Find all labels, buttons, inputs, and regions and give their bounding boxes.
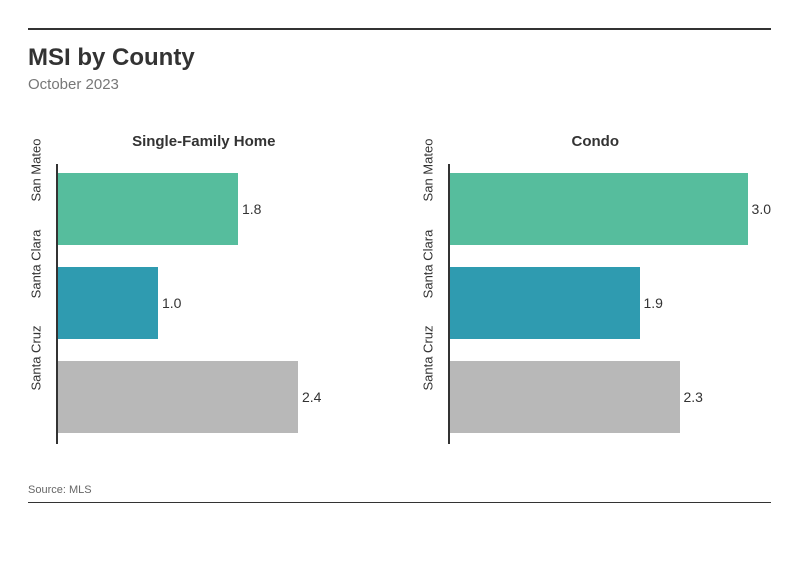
y-axis-label: Santa Cruz <box>420 319 435 397</box>
panel-single-family: Single-Family Home San Mateo 1.8 Santa C… <box>28 133 380 444</box>
chart-container: MSI by County October 2023 Single-Family… <box>0 0 799 519</box>
bar-value: 1.0 <box>162 295 181 311</box>
y-axis-label: Santa Clara <box>420 225 435 303</box>
bar-value: 2.3 <box>684 389 703 405</box>
bar <box>58 173 238 245</box>
bar-wrap: 3.0 <box>450 173 772 245</box>
y-axis-label: Santa Cruz <box>29 319 44 397</box>
bar-wrap: 1.9 <box>450 267 772 339</box>
bar-row: San Mateo 3.0 <box>420 170 772 248</box>
bar-row: San Mateo 1.8 <box>28 170 380 248</box>
bar-wrap: 1.0 <box>58 267 380 339</box>
y-axis-label: San Mateo <box>420 131 435 209</box>
bar-value: 2.4 <box>302 389 321 405</box>
chart-area: San Mateo 1.8 Santa Clara 1.0 Santa Cruz <box>28 164 380 444</box>
bar <box>450 267 640 339</box>
bar-value: 1.9 <box>644 295 663 311</box>
top-rule <box>28 28 771 30</box>
bottom-rule <box>28 502 771 503</box>
footer: Source: MLS <box>28 484 771 503</box>
bar-wrap: 2.4 <box>58 361 380 433</box>
bar <box>58 267 158 339</box>
panel-condo: Condo San Mateo 3.0 Santa Clara 1.9 <box>420 133 772 444</box>
bar-row: Santa Clara 1.9 <box>420 264 772 342</box>
bar-wrap: 2.3 <box>450 361 772 433</box>
bar <box>450 173 748 245</box>
bar-row: Santa Cruz 2.4 <box>28 358 380 436</box>
bar-row: Santa Clara 1.0 <box>28 264 380 342</box>
bar <box>450 361 680 433</box>
bar-value: 1.8 <box>242 201 261 217</box>
bar <box>58 361 298 433</box>
panel-title: Condo <box>420 133 772 150</box>
y-axis-label: San Mateo <box>29 131 44 209</box>
bar-wrap: 1.8 <box>58 173 380 245</box>
chart-area: San Mateo 3.0 Santa Clara 1.9 Santa Cruz <box>420 164 772 444</box>
chart-title: MSI by County <box>28 44 771 72</box>
panels-row: Single-Family Home San Mateo 1.8 Santa C… <box>28 133 771 444</box>
y-axis-label: Santa Clara <box>29 225 44 303</box>
chart-subtitle: October 2023 <box>28 76 771 93</box>
bar-row: Santa Cruz 2.3 <box>420 358 772 436</box>
bar-value: 3.0 <box>752 201 771 217</box>
panel-title: Single-Family Home <box>28 133 380 150</box>
source-label: Source: MLS <box>28 484 771 496</box>
